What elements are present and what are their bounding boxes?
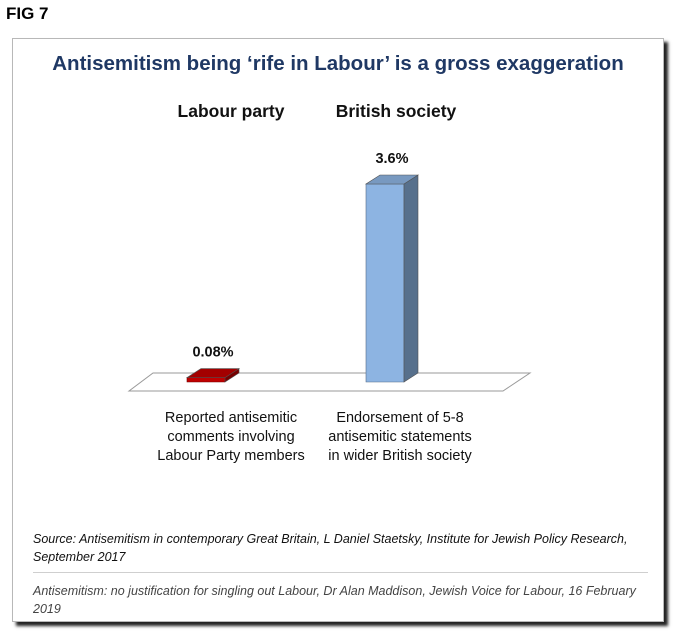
divider xyxy=(33,572,648,573)
category-label-line: antisemitic statements xyxy=(328,429,472,445)
group-header-british: British society xyxy=(335,101,457,121)
bar-0-top xyxy=(185,368,241,378)
chart-title: Antisemitism being ‘rife in Labour’ is a… xyxy=(52,52,624,75)
bar-0-front xyxy=(186,377,226,383)
category-label-line: Reported antisemitic xyxy=(164,410,298,426)
bar-1-side xyxy=(403,174,419,383)
category-label-line: in wider British society xyxy=(328,448,472,464)
category-label-line: comments involving xyxy=(167,429,295,445)
chart-panel: Antisemitism being ‘rife in Labour’ is a… xyxy=(12,38,664,622)
category-label-british: Endorsement of 5-8 antisemitic statement… xyxy=(310,409,490,466)
figure-label: FIG 7 xyxy=(6,4,49,23)
group-header-labour: Labour party xyxy=(177,101,285,121)
value-label-0: 0.08% xyxy=(192,345,233,361)
bar-1-top xyxy=(364,174,420,185)
category-label-line: Labour Party members xyxy=(157,448,305,464)
bar-1-front xyxy=(365,183,405,383)
bar-chart: 0.08% 3.6% xyxy=(127,151,532,392)
category-label-line: Endorsement of 5-8 xyxy=(336,410,464,426)
credit-note: Antisemitism: no justification for singl… xyxy=(33,584,636,616)
source-note: Source: Antisemitism in contemporary Gre… xyxy=(33,532,628,564)
value-label-1: 3.6% xyxy=(375,151,408,167)
category-label-labour: Reported antisemitic comments involving … xyxy=(141,409,321,466)
